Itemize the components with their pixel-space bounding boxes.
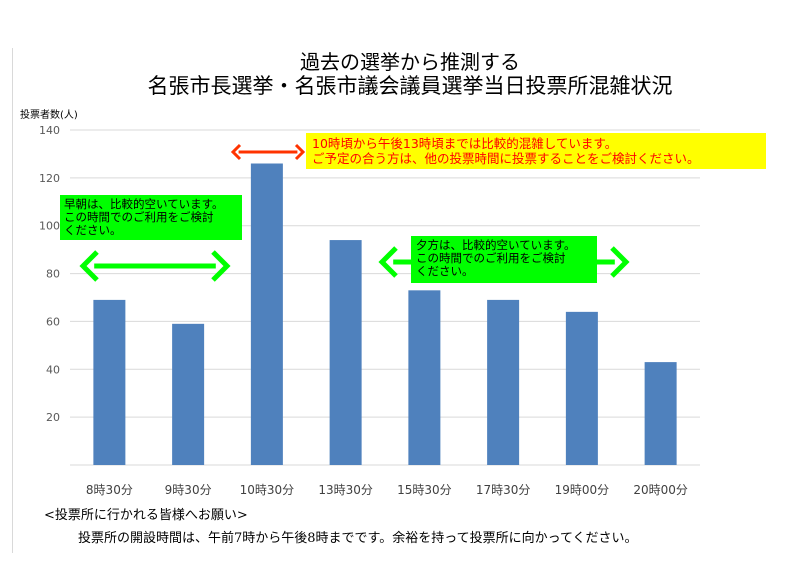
footer-body: 投票所の開設時間は、午前7時から午後8時までです。余裕を持って投票所に向かってく… (78, 531, 638, 546)
y-tick-label: 40 (46, 363, 60, 376)
x-tick-label: 8時30分 (86, 483, 133, 497)
y-tick-label: 20 (46, 411, 60, 424)
early-morning-note: 早朝は、比較的空いています。 この時間でのご利用をご検討 ください。 (60, 195, 242, 240)
early-morning-range-arrow (79, 250, 231, 282)
bar (644, 362, 677, 465)
chart-title-line1: 過去の選挙から推測する (300, 50, 520, 74)
evening-note-line1: 夕方は、比較的空いています。 (416, 238, 576, 252)
congestion-note: 10時頃から午後13時頃までは比較的混雑しています。 ご予定の合う方は、他の投票… (306, 133, 766, 169)
y-tick-label: 100 (39, 220, 60, 233)
congestion-range-arrow (230, 143, 306, 161)
y-tick-label: 80 (46, 268, 60, 281)
early-morning-note-line3: ください。 (64, 223, 122, 237)
bar (487, 299, 520, 465)
left-border-line (12, 48, 13, 553)
bar (408, 290, 441, 465)
congestion-note-line2: ご予定の合う方は、他の投票時間に投票することをご検討ください。 (312, 151, 700, 166)
evening-note-line2: この時間でのご利用をご検討 (416, 251, 566, 265)
x-tick-label: 13時30分 (318, 483, 373, 497)
bar (329, 240, 362, 465)
early-morning-note-line2: この時間でのご利用をご検討 (64, 210, 214, 224)
x-tick-label: 17時30分 (476, 483, 531, 497)
x-tick-label: 9時30分 (165, 483, 212, 497)
chart-title-line2: 名張市長選挙・名張市議会議員選挙当日投票所混雑状況 (147, 74, 673, 98)
x-tick-label: 19時00分 (555, 483, 610, 497)
x-tick-label: 20時00分 (633, 483, 688, 497)
bar (93, 299, 126, 465)
congestion-note-line1: 10時頃から午後13時頃までは比較的混雑しています。 (312, 136, 618, 151)
y-axis-label: 投票者数(人) (20, 110, 78, 121)
evening-note-line3: ください。 (416, 264, 474, 278)
bar (172, 323, 205, 465)
evening-note: 夕方は、比較的空いています。 この時間でのご利用をご検討 ください。 (411, 236, 597, 283)
y-tick-label: 60 (46, 315, 60, 328)
footer-heading: <投票所に行かれる皆様へお願い> (44, 508, 248, 523)
x-tick-label: 15時30分 (397, 483, 452, 497)
bar (250, 163, 283, 465)
y-tick-label: 140 (39, 124, 60, 137)
bar (565, 311, 598, 465)
early-morning-note-line1: 早朝は、比較的空いています。 (64, 197, 224, 211)
x-tick-label: 10時30分 (240, 483, 295, 497)
y-tick-label: 120 (39, 172, 60, 185)
